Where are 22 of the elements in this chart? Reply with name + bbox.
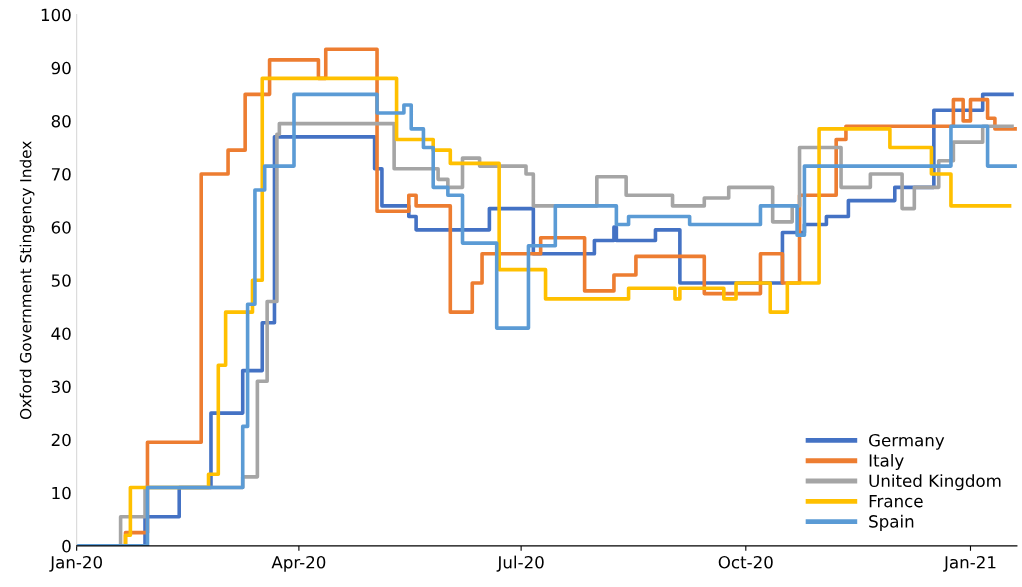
y-tick-label: 100 <box>41 8 71 22</box>
y-axis-title: Oxford Government Stingency Index <box>19 141 35 420</box>
legend-label: France <box>869 495 923 508</box>
y-tick-label: 30 <box>51 380 71 394</box>
y-tick-label: 50 <box>51 274 71 287</box>
legend-label: Germany <box>869 433 945 450</box>
x-tick-label: Apr-20 <box>271 555 326 572</box>
x-tick-label: Oct-20 <box>718 555 773 569</box>
legend-label: Spain <box>869 514 914 531</box>
y-tick-label: 0 <box>62 539 71 553</box>
y-tick-label: 60 <box>51 221 71 234</box>
x-tick-label: Jul-20 <box>496 555 544 572</box>
y-tick-label: 70 <box>51 168 71 181</box>
legend-label: United Kingdom <box>869 474 1001 491</box>
y-tick-label: 40 <box>51 327 71 340</box>
y-tick-label: 90 <box>51 61 71 75</box>
x-tick-label: Jan-20 <box>49 555 102 572</box>
legend-label: Italy <box>869 453 904 471</box>
x-tick-label: Jan-21 <box>943 555 996 572</box>
y-tick-label: 80 <box>51 114 71 128</box>
y-tick-label: 20 <box>51 433 71 447</box>
y-tick-label: 10 <box>52 486 71 500</box>
